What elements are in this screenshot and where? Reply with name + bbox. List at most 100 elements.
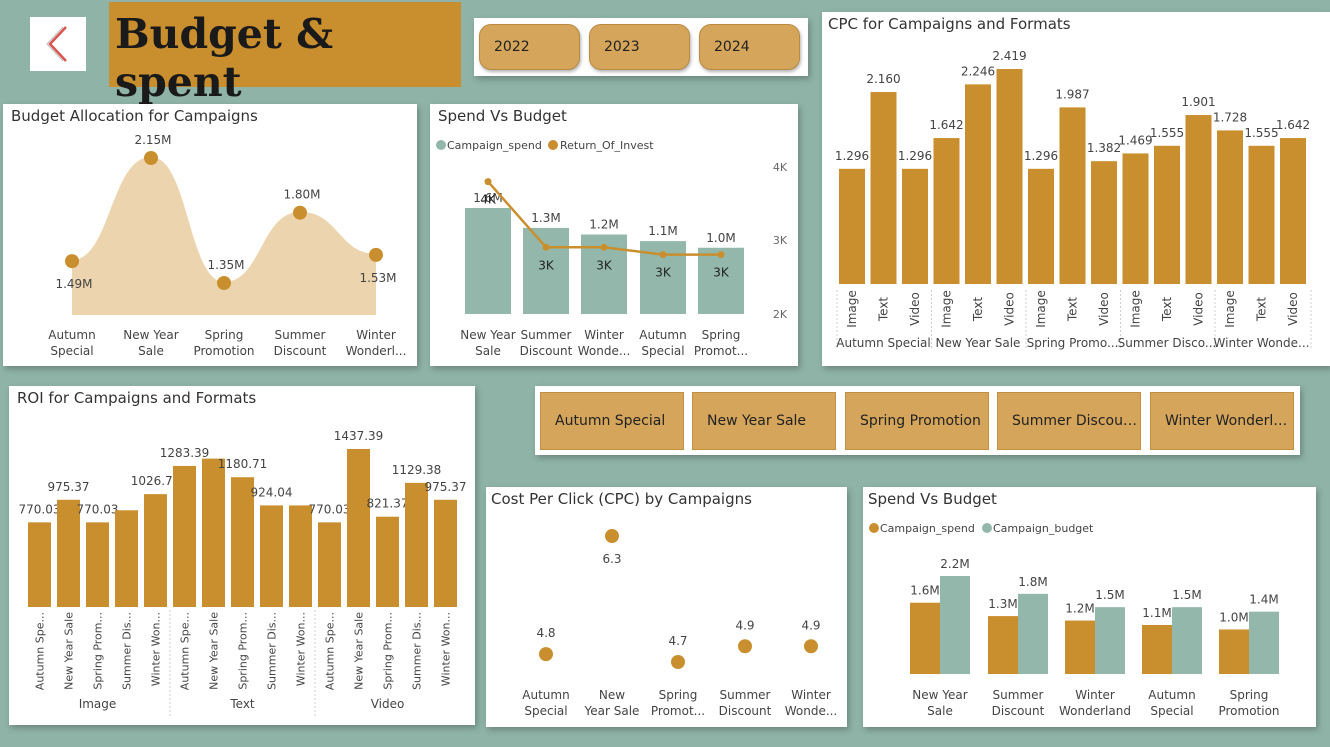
data-label: 1.555 xyxy=(1244,126,1278,140)
year-button-2023[interactable]: 2023 xyxy=(589,24,690,70)
legend-label: Campaign_budget xyxy=(993,522,1094,535)
data-label: 3K xyxy=(596,258,613,272)
legend-marker xyxy=(869,523,879,533)
x-tick-label: Image xyxy=(1129,290,1143,328)
x-tick-label: Sale xyxy=(475,344,501,358)
x-tick-label: Promotion xyxy=(1218,704,1279,718)
bar xyxy=(57,499,80,607)
area-fill xyxy=(72,158,376,315)
bar xyxy=(933,138,960,284)
legend-label: Campaign_spend xyxy=(880,522,975,535)
x-tick-label: Winter xyxy=(791,688,831,702)
area-line xyxy=(71,156,377,285)
group-label: Image xyxy=(79,697,117,711)
data-label: 2.419 xyxy=(992,49,1026,63)
x-tick-label: Summer Dis... xyxy=(411,612,424,690)
bar xyxy=(1091,161,1117,284)
roi-formats-chart: 770.03 Autumn Spe... 975.37 New Year Sale 77… xyxy=(19,429,467,716)
group-label: Autumn Special xyxy=(836,336,930,350)
cpc-campaigns-title: Cost Per Click (CPC) by Campaigns xyxy=(491,490,752,508)
campaign-button-autumn-special[interactable]: Autumn Special xyxy=(540,392,684,450)
data-label: 1437.39 xyxy=(334,429,384,443)
bar xyxy=(902,168,928,284)
data-point xyxy=(738,639,752,654)
x-tick-label: Text xyxy=(877,297,891,323)
data-label: 1.555 xyxy=(1150,126,1184,140)
data-label: 1.296 xyxy=(835,149,869,163)
campaign-button-new-year-sale[interactable]: New Year Sale xyxy=(692,392,836,450)
x-tick-label: Autumn xyxy=(48,328,95,342)
bar xyxy=(698,247,744,314)
back-button[interactable] xyxy=(30,17,86,71)
data-point xyxy=(369,247,383,262)
group-label: Summer Disco... xyxy=(1118,336,1217,350)
x-tick-label: Image xyxy=(940,290,954,328)
data-label: 924.04 xyxy=(251,485,293,499)
spend-bar xyxy=(910,602,940,674)
x-tick-label: New xyxy=(599,688,625,702)
x-tick-label: Sale xyxy=(138,344,164,358)
bar xyxy=(1185,115,1212,284)
data-label: 2.2M xyxy=(940,557,969,571)
data-label: 1.5M xyxy=(1172,588,1201,602)
data-point xyxy=(804,639,818,654)
data-label: 1180.71 xyxy=(218,457,268,471)
data-label: 4K xyxy=(480,193,497,207)
y-axis-tick: 4K xyxy=(773,161,788,174)
cpc-campaigns-panel: Cost Per Click (CPC) by Campaigns 4.8 6.3… xyxy=(486,487,847,727)
bar xyxy=(1280,138,1306,284)
data-label: 1.728 xyxy=(1213,110,1247,124)
campaign-button-spring-promotion[interactable]: Spring Promotion xyxy=(845,392,989,450)
x-tick-label: Text xyxy=(971,297,985,323)
campaign-button-winter-wonderland[interactable]: Winter Wonderl… xyxy=(1150,392,1294,450)
bar xyxy=(318,522,341,607)
x-tick-label: Winter xyxy=(584,328,624,342)
data-label: 2.160 xyxy=(866,72,900,86)
x-tick-label: Spring xyxy=(205,328,244,342)
x-tick-label: Promot... xyxy=(651,704,705,718)
x-tick-label: Spring xyxy=(1230,688,1269,702)
data-label: 2.246 xyxy=(961,64,995,78)
group-label: Winter Wonde... xyxy=(1214,336,1310,350)
bar xyxy=(173,465,196,607)
data-label: 1.296 xyxy=(1024,149,1058,163)
spend-vs-budget-panel: Spend Vs Budget Campaign_spend Campaign_b… xyxy=(863,487,1316,727)
bar xyxy=(115,510,138,607)
bar xyxy=(1028,168,1054,284)
x-tick-label: Summer xyxy=(993,688,1044,702)
data-label: 1.642 xyxy=(929,118,963,132)
x-tick-label: Promot... xyxy=(694,344,748,358)
x-tick-label: New Year xyxy=(912,688,967,702)
campaign-button-summer-discount[interactable]: Summer Discou… xyxy=(997,392,1141,450)
x-tick-label: Spring xyxy=(702,328,741,342)
roi-point xyxy=(484,178,492,186)
legend-label: Return_Of_Invest xyxy=(560,139,654,152)
year-button-2022[interactable]: 2022 xyxy=(479,24,580,70)
cpc-campaigns-chart: 4.8 6.3 4.7 4.9 4.9 Autumn Special New Year Sale… xyxy=(522,529,837,718)
data-label: 975.37 xyxy=(48,480,90,494)
data-label: 1.53M xyxy=(359,271,396,285)
data-label: 1283.39 xyxy=(160,446,210,460)
x-tick-label: Image xyxy=(845,290,859,328)
campaign-slicer: Autumn Special New Year Sale Spring Prom… xyxy=(535,386,1300,455)
data-label: 4.9 xyxy=(801,618,820,632)
data-label: 1.987 xyxy=(1055,87,1089,101)
group-label: Video xyxy=(371,697,405,711)
spend-vs-budget-chart: Campaign_spend Campaign_budget 1.6M2.2M 1.3… xyxy=(869,522,1280,718)
data-label: 1.8M xyxy=(1018,575,1047,589)
x-tick-label: Spring xyxy=(659,688,698,702)
chevron-left-icon xyxy=(46,26,67,62)
x-tick-label: Summer xyxy=(521,328,572,342)
bar xyxy=(202,458,225,607)
roi-point xyxy=(717,251,725,259)
year-button-2024[interactable]: 2024 xyxy=(699,24,800,70)
spend-bar xyxy=(988,616,1018,674)
x-tick-label: New Year Sale xyxy=(63,612,76,690)
budget-allocation-chart: 1.49M 2.15M 1.35M 1.80M 1.53M Autumn Special Ne… xyxy=(48,133,406,358)
x-tick-label: Wonderland xyxy=(1059,704,1131,718)
bar xyxy=(465,208,511,314)
bar xyxy=(996,69,1023,284)
x-tick-label: Special xyxy=(50,344,93,358)
data-label: 770.03 xyxy=(19,502,61,516)
budget-bar xyxy=(1095,607,1125,674)
